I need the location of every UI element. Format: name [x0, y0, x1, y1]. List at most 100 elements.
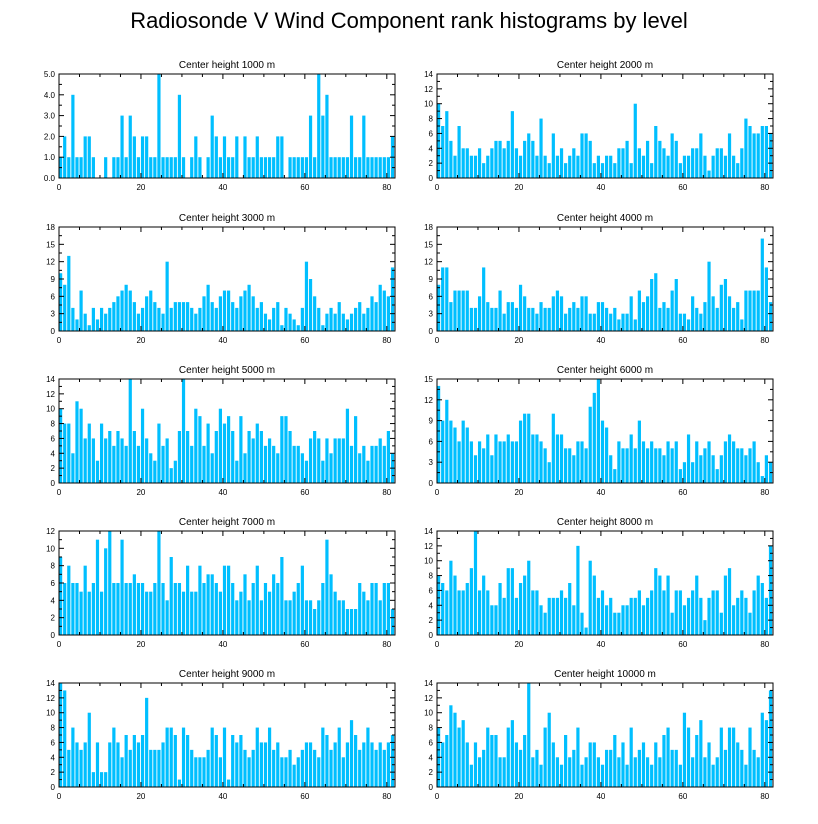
- panel-5-bar: [99, 423, 104, 483]
- panel-4-bar: [469, 307, 473, 331]
- panel-10-bar: [732, 727, 736, 787]
- panel-5-bar: [349, 445, 354, 483]
- panel-4-bar: [625, 313, 629, 331]
- panel-9-bar: [382, 749, 386, 787]
- panel-9-bar: [313, 749, 317, 787]
- panel-5-bar: [95, 460, 100, 483]
- panel-5-ytick-label: 4: [51, 449, 56, 458]
- panel-8-bar: [477, 590, 482, 635]
- panel-9-bar: [239, 735, 243, 787]
- panel-5-bar: [374, 445, 378, 483]
- panel-1-bar: [300, 157, 304, 178]
- panel-8-xtick-label: 20: [514, 640, 523, 649]
- panel-5-bar: [227, 416, 231, 483]
- panel-6-bar: [756, 462, 760, 483]
- panel-8-bar: [543, 612, 547, 635]
- panel-10-bar: [629, 727, 633, 787]
- panel-6-ytick-label: 9: [429, 417, 434, 426]
- panel-1-bar: [276, 136, 280, 178]
- panel-7-bar: [214, 583, 218, 635]
- panel-5-bar: [108, 431, 112, 483]
- panel-6-bar: [609, 455, 613, 483]
- panel-5-bar: [247, 431, 251, 483]
- panel-4-bar: [662, 302, 666, 331]
- panel-4-bar: [736, 302, 740, 331]
- panel-3-bar: [296, 325, 300, 331]
- panel-6-bar: [502, 441, 506, 483]
- panel-10-bar: [617, 757, 621, 787]
- panel-2-bar: [625, 140, 629, 178]
- panel-6-bar: [760, 476, 764, 483]
- panel-8-bar: [686, 597, 691, 635]
- panel-4-bar: [695, 307, 699, 331]
- panel-6-bar: [506, 434, 510, 483]
- panel-9-bar: [124, 735, 128, 787]
- panel-2-bar: [576, 155, 580, 178]
- panel-2-bar: [629, 163, 633, 178]
- panel-10-ytick-label: 6: [429, 738, 434, 747]
- panel-5-bar: [210, 453, 214, 483]
- panel-5-ytick-label: 10: [46, 405, 55, 414]
- panel-6-bar: [539, 441, 543, 483]
- panel-3-bar: [181, 302, 186, 331]
- panel-10-bar: [498, 757, 502, 787]
- panel-10-xtick-label: 20: [514, 792, 523, 801]
- panel-6-bar: [437, 385, 441, 483]
- panel-8-bar: [723, 575, 728, 635]
- panel-8-bar: [580, 612, 584, 635]
- panel-5-xtick-label: 0: [57, 488, 62, 497]
- panel-9-bar: [390, 735, 395, 787]
- panel-4-bar: [547, 307, 551, 331]
- panel-2-bar: [568, 155, 572, 178]
- panel-9-bar: [153, 749, 157, 787]
- panel-1-bar: [227, 157, 231, 178]
- panel-9-bar: [112, 727, 116, 787]
- panel-7-bar: [386, 583, 390, 635]
- panel-7-bar: [337, 600, 341, 635]
- panel-4-bar: [600, 302, 605, 331]
- panel-5-ytick-label: 8: [51, 420, 56, 429]
- panel-2-bar: [539, 118, 543, 178]
- panel-8-bar: [584, 627, 588, 635]
- panel-3-bar: [382, 290, 386, 331]
- panel-7-bar: [83, 565, 87, 635]
- panel-7-bar: [313, 609, 317, 635]
- panel-1-bar: [243, 136, 247, 178]
- panel-2-bar: [613, 163, 617, 178]
- panel-7-bar: [218, 591, 222, 635]
- panel-5-bar: [267, 438, 272, 483]
- panel-10-bar: [764, 720, 768, 787]
- panel-3-ytick-label: 15: [46, 240, 55, 249]
- panel-3-bar: [231, 302, 235, 331]
- panel-1-bar: [145, 136, 149, 178]
- panel-9-ytick-label: 6: [51, 738, 56, 747]
- panel-9-bar: [345, 742, 350, 787]
- panel-3-bar: [218, 296, 222, 331]
- panel-6-bar: [469, 441, 473, 483]
- panel-3-xtick-label: 20: [136, 336, 145, 345]
- panel-3-bar: [116, 296, 120, 331]
- panel-10-ytick-label: 14: [424, 679, 433, 688]
- panel-1-bar: [321, 115, 325, 178]
- panel-2-bar: [609, 155, 613, 178]
- panel-1-bar: [251, 157, 255, 178]
- panel-4-bar: [523, 296, 527, 331]
- panel-1-bar: [329, 157, 333, 178]
- panel-10-bar: [768, 690, 773, 787]
- panel-9-title: Center height 9000 m: [179, 669, 275, 680]
- panel-3-bar: [194, 313, 198, 331]
- panel-3-bar: [259, 302, 263, 331]
- panel-2-bar: [473, 155, 478, 178]
- panel-2-bar: [666, 155, 670, 178]
- panel-7-bar: [284, 600, 288, 635]
- panel-6-bar: [584, 448, 588, 483]
- panel-3-bar: [390, 267, 395, 331]
- panel-1-bar: [333, 157, 337, 178]
- panel-2-bar: [736, 163, 740, 178]
- panel-3-bar: [206, 284, 210, 331]
- panel-8-bar: [625, 605, 629, 635]
- panel-5-bar: [136, 445, 141, 483]
- panel-1-bar: [235, 136, 239, 178]
- panel-4-bar: [580, 296, 584, 331]
- panel-8-bar: [576, 545, 580, 635]
